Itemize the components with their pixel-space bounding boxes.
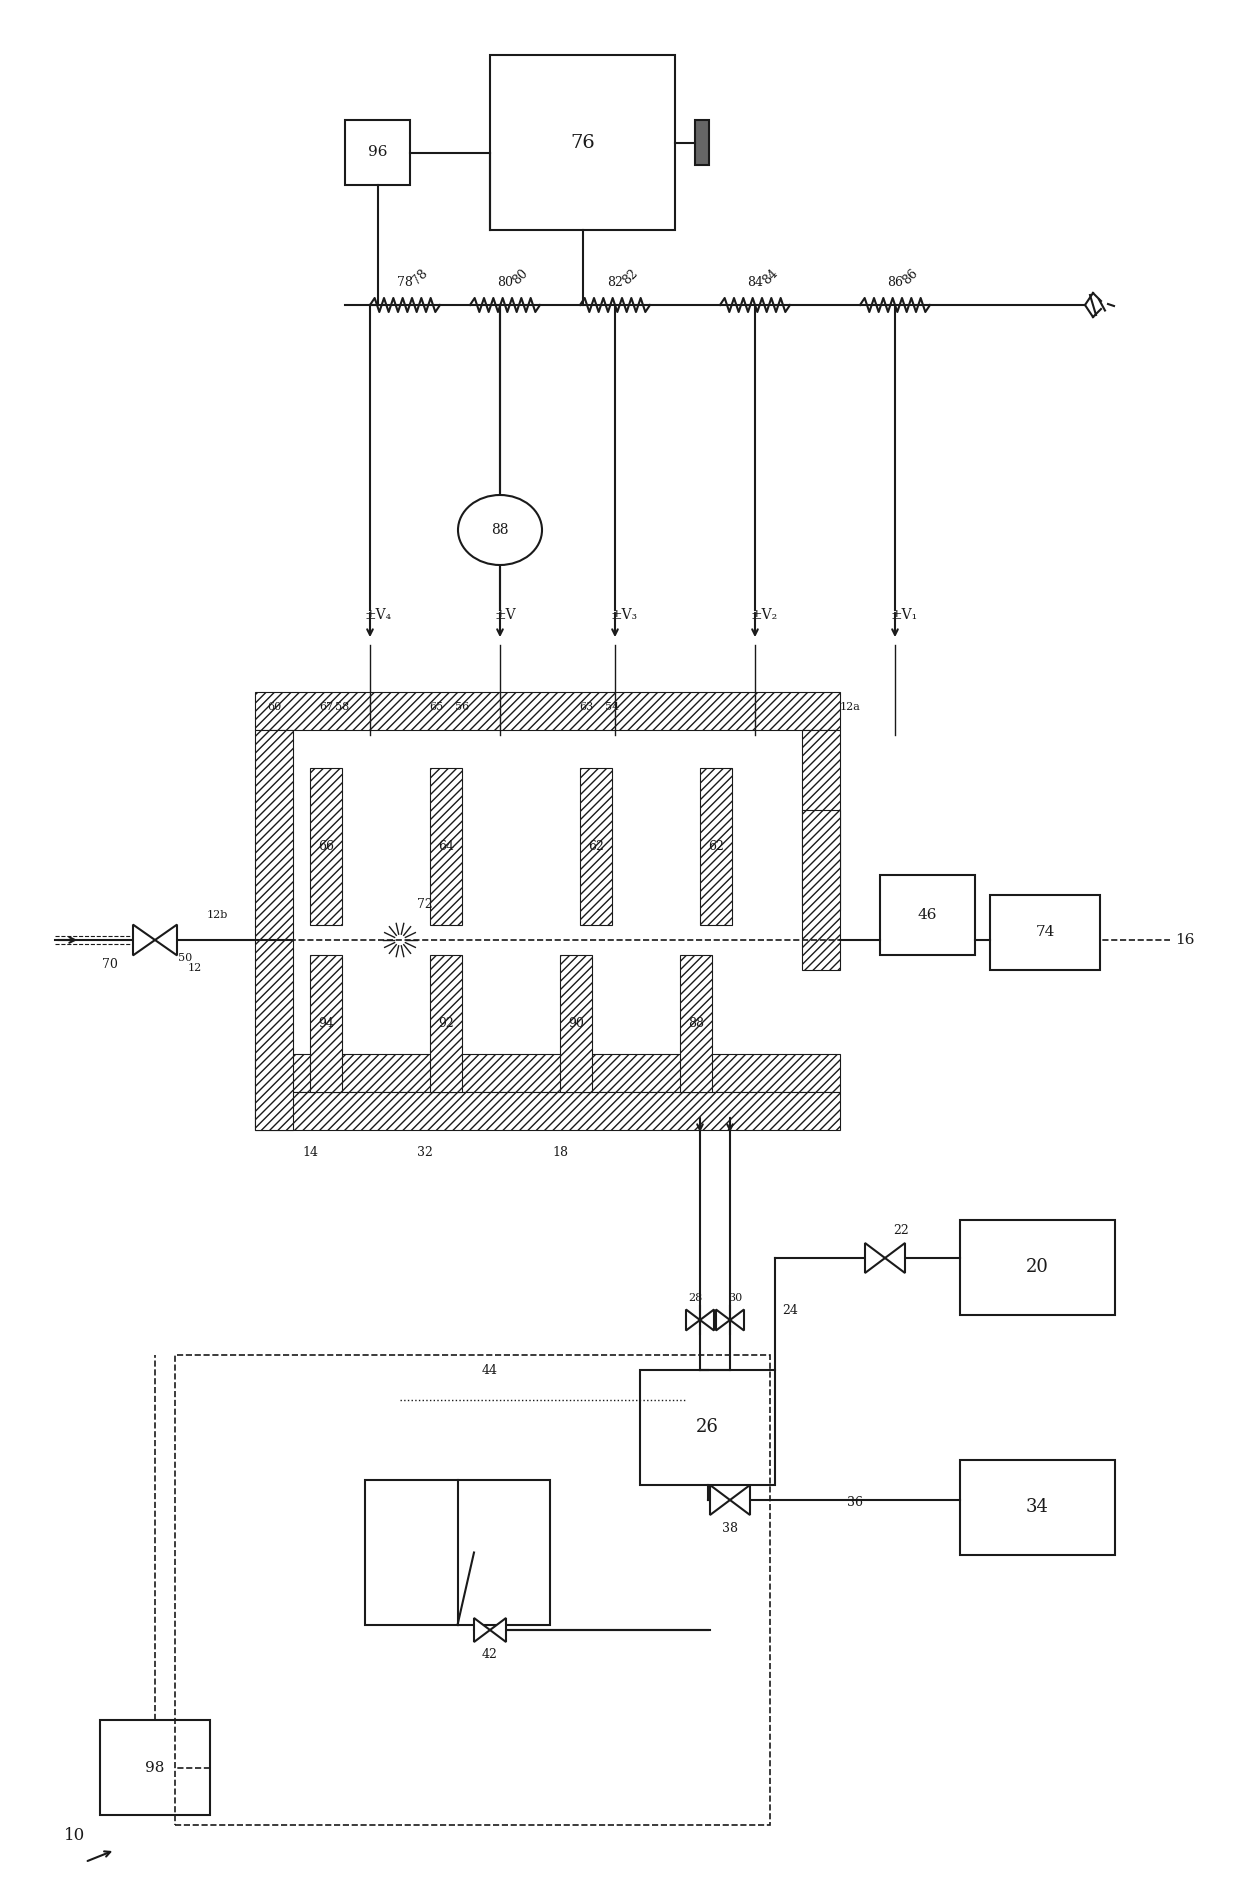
Text: 50: 50 [177,953,192,963]
Text: 78: 78 [410,266,430,287]
Text: 86: 86 [900,266,920,287]
Bar [255,1054,839,1092]
Bar [802,731,839,910]
Bar [802,811,839,971]
Text: 78: 78 [397,276,413,289]
Polygon shape [711,1484,730,1515]
Text: 92: 92 [438,1016,454,1030]
Bar [310,769,342,925]
Text: 46: 46 [918,908,937,921]
Text: 38: 38 [722,1522,738,1534]
Bar [255,1092,839,1130]
Bar [680,955,712,1092]
Text: 26: 26 [696,1418,719,1437]
Text: 54: 54 [605,702,619,712]
Text: 88: 88 [491,523,508,537]
Text: 58: 58 [335,702,350,712]
Text: 44: 44 [482,1364,498,1376]
Text: 80: 80 [510,266,531,287]
Ellipse shape [458,495,542,565]
Text: 24: 24 [782,1304,797,1317]
Bar [701,769,732,925]
Text: ±V₂: ±V₂ [750,607,777,622]
Polygon shape [866,1243,885,1273]
Polygon shape [490,1618,506,1642]
Bar [560,955,591,1092]
Text: 84: 84 [746,276,763,289]
Text: 18: 18 [552,1146,568,1159]
Text: 84: 84 [760,266,780,287]
Bar [255,693,839,731]
Text: 12a: 12a [839,702,861,712]
Bar [365,1481,551,1625]
Polygon shape [701,1309,714,1330]
Text: 86: 86 [887,276,903,289]
Text: 60: 60 [267,702,281,712]
Text: 74: 74 [1035,925,1055,940]
Bar [430,955,463,1092]
Text: 67: 67 [319,702,334,712]
Text: 32: 32 [417,1146,433,1159]
Bar [640,1370,775,1484]
Text: 88: 88 [688,1016,704,1030]
Bar [100,1720,210,1815]
Text: 98: 98 [145,1760,165,1774]
Bar [990,894,1100,971]
Text: 76: 76 [570,133,595,152]
Polygon shape [730,1309,744,1330]
Text: 34: 34 [1025,1498,1049,1517]
Text: ±V₃: ±V₃ [610,607,637,622]
Text: 70: 70 [102,959,118,972]
Text: 14: 14 [303,1146,317,1159]
Text: ±V₁: ±V₁ [890,607,918,622]
Text: 12: 12 [188,963,202,972]
Polygon shape [474,1618,490,1642]
Text: 94: 94 [319,1016,334,1030]
Bar [310,955,342,1092]
Bar [694,120,709,166]
Text: 56: 56 [455,702,469,712]
Text: 28: 28 [688,1292,702,1304]
Bar [880,875,975,955]
Bar [255,731,293,1130]
Text: 82: 82 [620,266,640,287]
Text: 96: 96 [368,145,387,160]
Polygon shape [155,925,177,955]
Bar [960,1460,1115,1555]
Text: 65: 65 [429,702,443,712]
Text: 72: 72 [417,898,433,912]
Bar [175,1355,770,1825]
Bar [580,769,613,925]
Polygon shape [730,1484,750,1515]
Text: 36: 36 [847,1496,863,1509]
Polygon shape [133,925,155,955]
Text: 64: 64 [438,839,454,853]
Text: 42: 42 [482,1648,498,1661]
Text: ±V: ±V [495,607,517,622]
Text: 66: 66 [317,839,334,853]
Text: 62: 62 [708,839,724,853]
Polygon shape [715,1309,730,1330]
Text: 62: 62 [588,839,604,853]
Text: 63: 63 [579,702,593,712]
Text: 10: 10 [64,1827,86,1844]
Text: 82: 82 [608,276,622,289]
Text: 30: 30 [728,1292,742,1304]
Bar [430,769,463,925]
Text: 12b: 12b [207,910,228,919]
Text: ±V₄: ±V₄ [365,607,392,622]
Text: 22: 22 [893,1224,909,1237]
Bar [345,120,410,185]
Polygon shape [885,1243,905,1273]
Text: 80: 80 [497,276,513,289]
Text: 90: 90 [568,1016,584,1030]
Bar [490,55,675,230]
Text: 20: 20 [1025,1258,1049,1277]
Polygon shape [686,1309,701,1330]
Bar [960,1220,1115,1315]
Text: 16: 16 [1176,932,1194,948]
